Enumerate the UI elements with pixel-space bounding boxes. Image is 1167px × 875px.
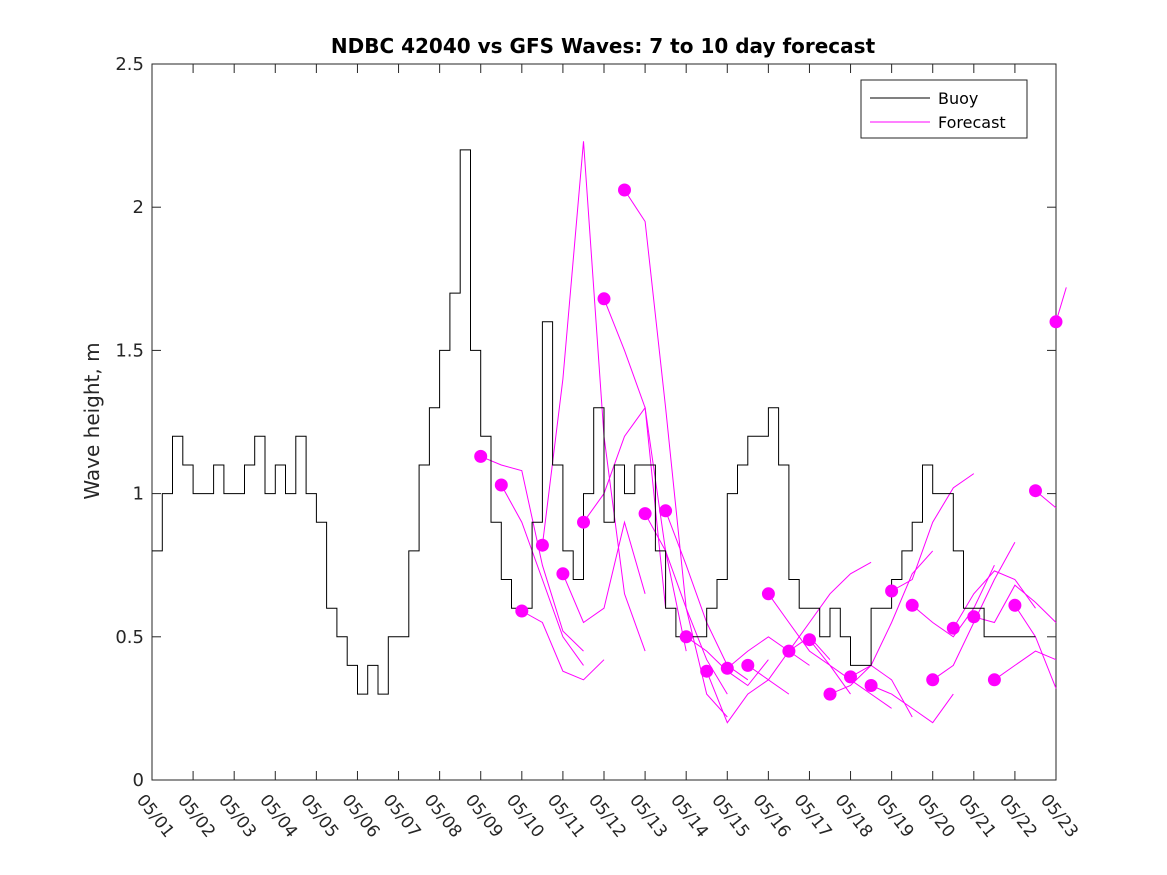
forecast-start-point bbox=[926, 673, 940, 687]
forecast-start-point bbox=[844, 670, 857, 684]
legend-box bbox=[860, 79, 1028, 139]
legend-label-forecast: Forecast bbox=[938, 113, 1006, 132]
forecast-line bbox=[952, 570, 1036, 629]
forecast-start-point bbox=[803, 633, 816, 647]
forecast-line bbox=[891, 473, 975, 592]
forecast-start-point bbox=[618, 183, 631, 197]
forecast-line bbox=[788, 561, 872, 652]
forecast-start-point bbox=[1008, 598, 1022, 612]
forecast-start-point bbox=[556, 567, 570, 581]
forecast-line bbox=[521, 610, 605, 681]
forecast-start-point bbox=[967, 610, 981, 624]
forecast-start-point bbox=[885, 584, 899, 598]
forecast-start-point bbox=[494, 478, 508, 492]
forecast-start-point bbox=[720, 661, 734, 675]
forecast-start-point bbox=[761, 587, 775, 601]
forecast-start-point bbox=[577, 515, 590, 529]
forecast-line bbox=[911, 564, 995, 638]
forecast-start-point bbox=[659, 504, 673, 518]
forecast-line bbox=[500, 484, 584, 666]
forecast-start-point bbox=[864, 679, 878, 692]
y-axis: 0 0.5 1 1.5 2 2.5 bbox=[115, 54, 1056, 791]
forecast-line bbox=[726, 636, 810, 669]
forecast-start-point bbox=[515, 604, 529, 618]
legend-label-buoy: Buoy bbox=[938, 89, 978, 108]
forecast-line bbox=[850, 550, 934, 678]
forecast-line bbox=[583, 406, 667, 609]
y-tick-label: 0.5 bbox=[115, 627, 144, 648]
forecast-line bbox=[541, 141, 646, 652]
forecast-start-point bbox=[474, 449, 488, 463]
legend: Buoy Forecast bbox=[860, 79, 1028, 139]
forecast-start-point bbox=[741, 658, 755, 672]
chart-title: NDBC 42040 vs GFS Waves: 7 to 10 day for… bbox=[331, 34, 876, 58]
forecast-start-point bbox=[1049, 315, 1063, 329]
forecast-start-point bbox=[597, 292, 611, 306]
forecast-line bbox=[624, 189, 728, 718]
forecast-line bbox=[480, 455, 584, 652]
forecast-start-point bbox=[1029, 484, 1042, 498]
forecast-start-point bbox=[700, 664, 714, 678]
forecast-start-point bbox=[679, 630, 693, 644]
forecast-start-point bbox=[905, 598, 919, 612]
forecast-line bbox=[994, 650, 1057, 681]
y-tick-label: 2.5 bbox=[115, 54, 144, 75]
y-axis-label: Wave height, m bbox=[80, 342, 104, 499]
y-tick-label: 2 bbox=[133, 197, 144, 218]
forecast-start-point bbox=[638, 507, 652, 521]
forecast-line bbox=[562, 520, 646, 624]
forecast-line bbox=[644, 513, 728, 695]
forecast-line bbox=[870, 685, 954, 724]
forecast-start-point bbox=[535, 538, 549, 552]
forecast-start-point bbox=[946, 621, 960, 635]
forecast-start-point bbox=[782, 644, 796, 658]
forecast-start-point bbox=[987, 673, 1001, 687]
y-tick-label: 0 bbox=[133, 770, 144, 791]
y-tick-label: 1 bbox=[133, 484, 144, 505]
forecast-line bbox=[603, 298, 687, 652]
forecast-line bbox=[767, 593, 851, 695]
forecast-start-point bbox=[823, 687, 837, 701]
forecast-line bbox=[973, 584, 1057, 624]
forecast-line bbox=[706, 671, 790, 724]
series-layer bbox=[152, 141, 1067, 724]
y-tick-label: 1.5 bbox=[115, 340, 144, 361]
buoy-line bbox=[152, 149, 1036, 695]
